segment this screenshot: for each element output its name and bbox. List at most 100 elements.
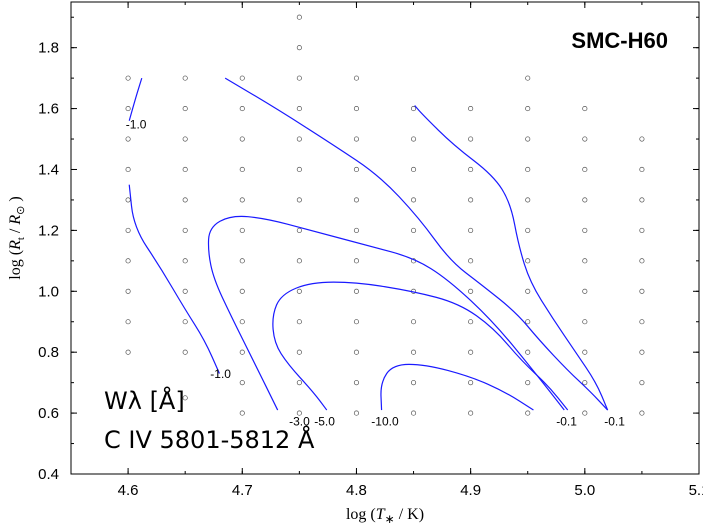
model-point [182, 227, 188, 233]
model-point [353, 380, 360, 386]
model-point [582, 319, 588, 325]
axis-ticks: 4.6 4.7 4.8 4.9 5.0 5.1 0.4 0.6 0.8 1.0 1.2 1.4 1.6 1… [38, 2, 703, 499]
contour-line [272, 281, 569, 411]
model-point [125, 288, 131, 294]
y-tick-label: 1.4 [38, 161, 59, 178]
model-point [525, 136, 531, 142]
model-point [639, 258, 645, 264]
model-point [296, 258, 302, 264]
model-point [353, 227, 360, 233]
model-point [525, 349, 531, 355]
model-point [239, 319, 245, 325]
model-point [182, 319, 188, 325]
model-point [182, 166, 188, 173]
model-point [410, 197, 417, 203]
model-point [468, 136, 474, 142]
chart-title: SMC-H60 [571, 28, 668, 53]
model-point [639, 380, 645, 386]
model-point [639, 197, 645, 203]
model-point [525, 288, 531, 294]
model-point [468, 288, 474, 294]
model-point [125, 258, 131, 264]
model-point [353, 197, 360, 203]
model-point [239, 136, 245, 142]
model-point [582, 166, 588, 173]
model-point [410, 410, 417, 416]
model-grid-markers [125, 14, 645, 416]
contour-labels: -1.0 -1.0 -3.0 -5.0 -10.0 -0.1 -0.1 [126, 117, 625, 428]
model-point [296, 349, 302, 355]
model-point [582, 349, 588, 355]
model-point [296, 106, 302, 112]
model-point [410, 227, 417, 233]
plot-frame [70, 1, 700, 475]
model-point [410, 319, 417, 325]
x-axis-label: log (T∗ / K) [346, 506, 424, 526]
contour-label: -1.0 [126, 117, 147, 131]
model-point [468, 227, 474, 233]
model-point [296, 288, 302, 294]
model-point [182, 395, 188, 401]
model-point [239, 197, 245, 203]
model-point [182, 288, 188, 294]
contour-line [207, 215, 565, 411]
y-tick-label: 1.2 [38, 222, 59, 239]
model-point [410, 136, 417, 142]
contour-label: -10.0 [371, 414, 399, 428]
model-point [582, 258, 588, 264]
model-point [639, 410, 645, 416]
model-point [296, 14, 302, 20]
model-point [125, 227, 131, 233]
contour-label: -0.1 [556, 414, 577, 428]
model-point [410, 166, 417, 173]
x-tick-label: 4.8 [346, 482, 367, 499]
model-point [125, 136, 131, 142]
model-point [353, 75, 360, 81]
model-point [239, 410, 245, 416]
model-point [582, 136, 588, 142]
model-point [525, 227, 531, 233]
model-point [639, 349, 645, 355]
y-tick-label: 0.4 [38, 466, 59, 483]
model-point [582, 410, 588, 416]
model-point [468, 166, 474, 173]
contour-line [380, 363, 534, 411]
model-point [182, 106, 188, 112]
y-tick-label: 1.8 [38, 40, 59, 57]
contour-label: -1.0 [210, 367, 231, 381]
y-tick-label: 0.6 [38, 405, 59, 422]
model-point [525, 106, 531, 112]
model-point [296, 45, 302, 51]
y-axis-label: log (Rt / R⊙ ) [7, 196, 27, 279]
model-point [639, 166, 645, 173]
model-point [525, 166, 531, 173]
model-point [353, 410, 360, 416]
model-point [239, 227, 245, 233]
model-point [468, 410, 474, 416]
model-point [582, 288, 588, 294]
model-point [353, 136, 360, 142]
model-point [639, 136, 645, 142]
contour-label: -0.1 [604, 414, 625, 428]
model-point [182, 258, 188, 264]
model-point [410, 380, 417, 386]
annotation-line-identifier: C IV 5801-5812 Å [104, 425, 315, 454]
model-point [353, 319, 360, 325]
model-point [125, 197, 131, 203]
model-point [182, 197, 188, 203]
model-point [296, 380, 302, 386]
model-point [468, 349, 474, 355]
contour-lines [128, 77, 609, 411]
model-point [468, 319, 474, 325]
model-point [525, 75, 531, 81]
model-point [239, 258, 245, 264]
y-tick-label: 0.8 [38, 344, 59, 361]
model-point [296, 136, 302, 142]
model-point [296, 410, 302, 416]
model-point [296, 227, 302, 233]
model-point [582, 106, 588, 112]
model-point [239, 166, 245, 173]
model-point [239, 349, 245, 355]
x-tick-label: 4.6 [118, 482, 139, 499]
